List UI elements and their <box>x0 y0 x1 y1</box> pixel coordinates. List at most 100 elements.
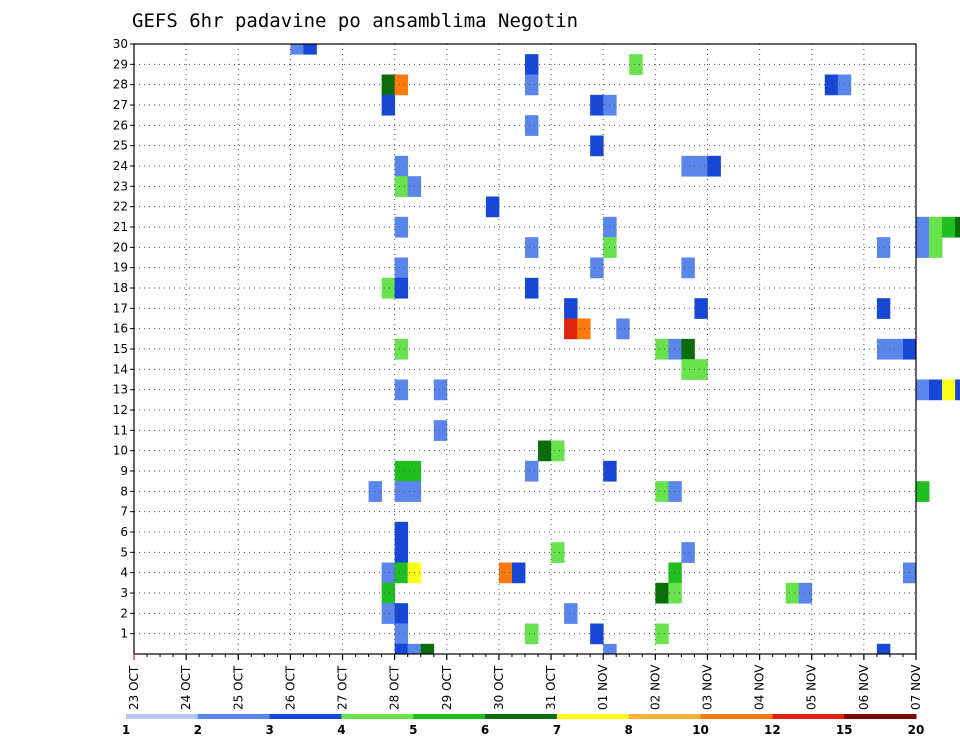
cell-92 <box>394 481 409 502</box>
cell-69 <box>876 338 891 360</box>
y-tick-label-19: 19 <box>113 261 128 275</box>
cell-136 <box>394 623 409 645</box>
cell-99 <box>394 521 409 543</box>
cell-46 <box>681 257 695 279</box>
cell-49 <box>525 277 539 299</box>
y-tick-label-13: 13 <box>113 383 128 397</box>
y-tick-label-18: 18 <box>113 281 128 295</box>
y-tick-label-5: 5 <box>120 545 128 559</box>
x-tick-label-9: 01 NOV <box>596 664 610 710</box>
y-tick-label-15: 15 <box>113 342 128 356</box>
y-tick-label-16: 16 <box>113 322 128 336</box>
cell-44 <box>394 257 409 279</box>
x-tick-label-14: 06 NOV <box>857 664 871 710</box>
cell-104 <box>394 562 409 584</box>
cell-12 <box>525 74 539 96</box>
cell-64 <box>616 318 630 340</box>
colorbar-label-11: 20 <box>908 723 925 737</box>
colorbar-swatch-1 <box>197 714 271 719</box>
cell-138 <box>590 623 604 645</box>
colorbar-label-6: 7 <box>553 723 561 737</box>
y-tick-label-8: 8 <box>120 484 128 498</box>
x-tick-label-11: 03 NOV <box>700 664 714 710</box>
cell-66 <box>655 338 669 360</box>
y-tick-label-14: 14 <box>113 362 128 376</box>
cell-146 <box>876 643 891 655</box>
cell-62 <box>564 318 578 340</box>
colorbar-label-10: 15 <box>836 723 853 737</box>
colorbar-label-7: 8 <box>625 723 633 737</box>
x-tick-label-15: 07 NOV <box>909 664 923 710</box>
chart-title: GEFS 6hr padavine po ansamblima Negotin <box>132 10 578 32</box>
colorbar-label-9: 12 <box>764 723 781 737</box>
cell-47 <box>381 277 396 299</box>
x-tick-label-0: 23 OCT <box>127 665 141 710</box>
y-tick-label-25: 25 <box>113 139 128 153</box>
colorbar-swatch-4 <box>413 714 486 719</box>
colorbar-label-3: 4 <box>337 723 345 737</box>
cell-91 <box>368 481 383 502</box>
y-axis: 1234567891011121314151617181920212223242… <box>113 37 134 641</box>
x-tick-label-6: 29 OCT <box>440 665 454 710</box>
cell-74 <box>694 359 708 380</box>
cell-96 <box>916 481 930 502</box>
y-tick-label-1: 1 <box>120 627 128 641</box>
cell-18 <box>525 115 539 136</box>
cell-20 <box>394 155 409 177</box>
x-tick-label-4: 27 OCT <box>336 665 350 710</box>
y-tick-label-29: 29 <box>113 57 128 71</box>
cell-0 <box>290 44 304 55</box>
colorbar-swatch-5 <box>485 714 558 719</box>
colorbar-swatch-9 <box>772 714 845 719</box>
cell-133 <box>564 603 578 624</box>
cells-layer <box>290 44 960 655</box>
cell-80 <box>955 379 960 401</box>
y-tick-label-28: 28 <box>113 78 128 92</box>
cell-87 <box>394 460 409 482</box>
x-tick-label-12: 04 NOV <box>753 664 767 710</box>
y-tick-label-9: 9 <box>120 464 128 478</box>
cell-73 <box>681 359 695 380</box>
x-tick-label-5: 28 OCT <box>388 665 402 710</box>
y-tick-label-12: 12 <box>113 403 128 417</box>
y-tick-label-2: 2 <box>120 606 128 620</box>
cell-70 <box>889 338 904 360</box>
cell-45 <box>590 257 604 279</box>
cell-16 <box>590 94 604 116</box>
colorbar-swatch-10 <box>844 714 917 719</box>
cell-143 <box>407 643 422 655</box>
x-tick-label-1: 24 OCT <box>179 665 193 710</box>
cell-106 <box>498 562 513 584</box>
y-tick-label-21: 21 <box>113 220 128 234</box>
cell-142 <box>394 643 409 655</box>
y-tick-label-22: 22 <box>113 200 128 214</box>
cell-63 <box>577 318 591 340</box>
cell-116 <box>668 582 682 604</box>
cell-137 <box>525 623 539 645</box>
colorbar-swatch-0 <box>126 714 199 719</box>
y-tick-label-20: 20 <box>113 240 128 254</box>
colorbar-swatch-6 <box>556 714 630 719</box>
y-tick-label-6: 6 <box>120 525 128 539</box>
colorbar-swatch-2 <box>269 714 342 719</box>
cell-40 <box>916 237 930 258</box>
y-tick-label-30: 30 <box>113 37 128 51</box>
colorbar-label-5: 6 <box>481 723 489 737</box>
cell-84 <box>433 420 448 441</box>
cell-10 <box>381 74 396 96</box>
cell-27 <box>485 196 500 218</box>
colorbar: 1 2 3 4 5 6 7 8 10 12 15 20 <box>122 714 925 737</box>
cell-65 <box>394 338 409 360</box>
cell-22 <box>694 155 708 177</box>
cell-37 <box>525 237 539 258</box>
y-tick-label-11: 11 <box>113 423 128 437</box>
cell-55 <box>876 298 891 319</box>
cell-28 <box>394 216 409 238</box>
cell-1 <box>303 44 317 55</box>
cell-67 <box>668 338 682 360</box>
cell-131 <box>381 603 396 624</box>
y-tick-label-17: 17 <box>113 301 128 315</box>
cell-54 <box>694 298 708 319</box>
cell-32 <box>942 216 956 238</box>
